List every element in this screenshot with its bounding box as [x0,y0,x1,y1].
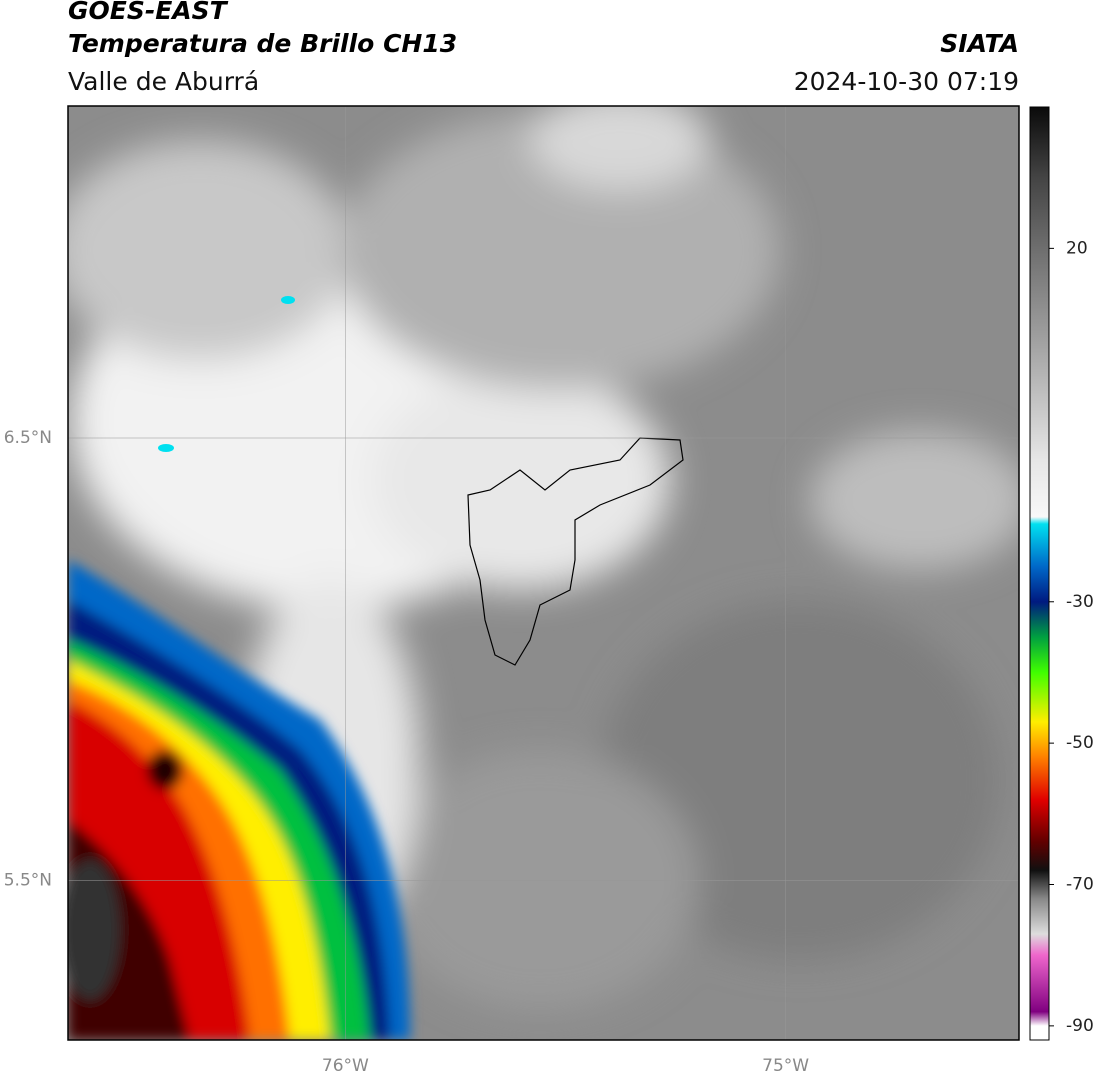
title: GOES-EAST [68,0,229,25]
colorbar-tick-label: -30 [1066,592,1094,612]
colorbar [1029,106,1050,1041]
lat-label: 5.5°N [4,871,52,891]
colorbar-tick-label: 20 [1066,238,1088,258]
satellite-image [68,106,1019,1040]
colorbar-tick-label: -90 [1066,1016,1094,1036]
lon-label: 76°W [322,1056,369,1076]
datetime: 2024-10-30 07:19 [794,67,1019,96]
map-frame [67,105,1020,1041]
agency: SIATA [940,29,1019,58]
colorbar-tick-label: -50 [1066,733,1094,753]
lat-label: 6.5°N [4,428,52,448]
region: Valle de Aburrá [68,67,259,96]
basin-outline [467,437,684,666]
subtitle: Temperatura de Brillo CH13 [68,29,457,58]
colorbar-tick-label: -70 [1066,875,1094,895]
lon-label: 75°W [762,1056,809,1076]
